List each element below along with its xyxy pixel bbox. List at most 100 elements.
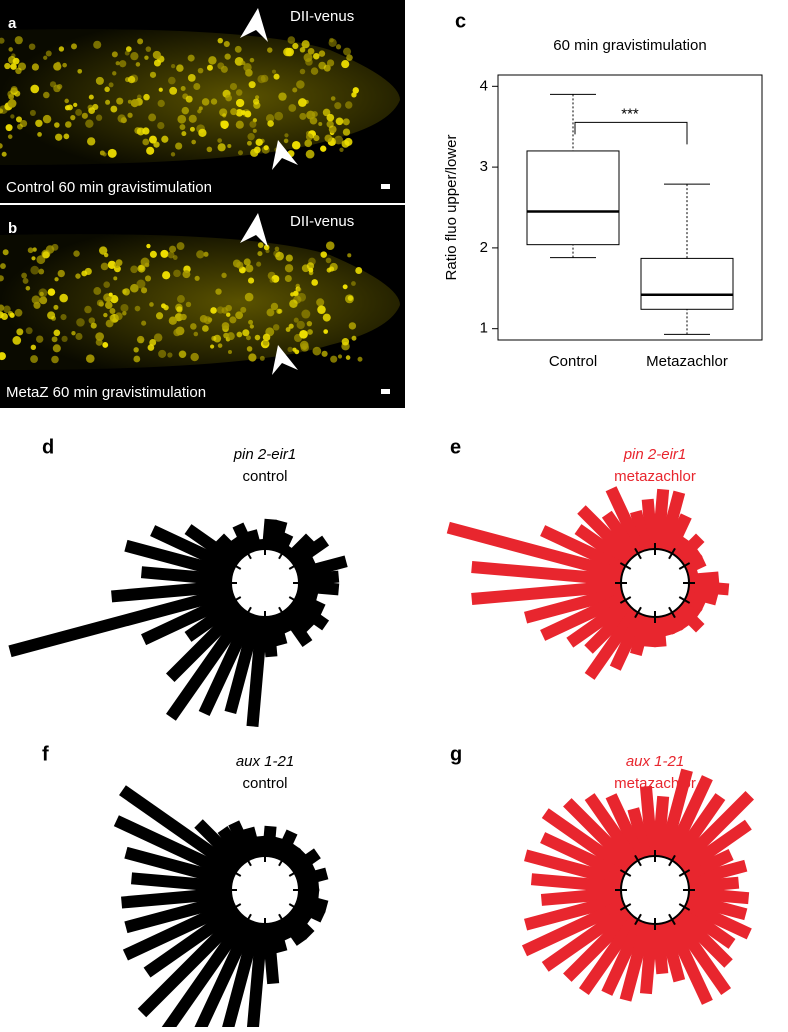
nucleus [53,304,59,310]
polar-bar [639,785,659,857]
circle-tick [244,547,252,560]
nucleus [208,56,217,65]
nucleus [140,287,148,294]
nucleus [298,98,307,107]
nucleus [193,331,199,337]
polar-bar [229,535,251,559]
nucleus [252,128,257,133]
significance-label: *** [621,105,639,122]
nucleus [107,260,117,269]
nucleus [293,317,299,323]
nucleus [309,116,318,125]
nucleus [330,355,338,363]
nucleus [85,354,95,363]
nucleus [7,134,13,139]
nucleus [217,37,224,44]
nucleus [122,311,127,316]
nucleus [125,46,132,52]
polar-bar [658,768,693,859]
nucleus [7,99,17,108]
nucleus [269,278,275,283]
nucleus [244,110,252,118]
nucleus [266,308,275,317]
nucleus [181,106,190,115]
nucleus [42,114,52,124]
nucleus [153,59,161,67]
polar-bar [605,793,647,862]
nucleus [1,151,7,157]
polar-bar [584,602,636,654]
nucleus [210,344,215,349]
panel-letter: f [42,743,49,765]
nucleus [299,68,306,75]
nucleus [51,336,58,343]
nucleus [168,316,177,325]
nucleus [177,114,187,124]
nucleus [51,355,59,364]
polar-bar [150,525,237,575]
nucleus [221,307,229,314]
nucleus [102,342,109,348]
nucleus [136,127,145,136]
nucleus [306,262,315,270]
nucleus [27,247,34,254]
nucleus [328,38,337,47]
nucleus [176,64,184,72]
polar-bar [124,539,234,580]
nucleus [38,288,48,298]
nucleus [43,55,48,60]
nucleus [221,272,227,279]
nucleus [322,313,331,322]
polar-bar [541,904,631,972]
nucleus [288,104,297,112]
nucleus [54,122,60,128]
nucleus [245,264,254,273]
chart-title: metazachlor [614,468,696,485]
panel-letter: d [42,436,54,458]
nucleus [160,249,169,258]
nucleus [127,75,136,84]
nucleus [242,329,250,337]
nucleus [326,120,334,128]
nucleus [256,261,262,267]
nucleus [190,352,199,362]
nucleus [25,285,31,291]
nucleus [257,242,264,249]
nucleus [39,296,48,305]
nucleus [220,65,228,73]
nucleus [29,109,36,116]
nucleus [316,298,325,307]
nucleus [157,99,165,108]
nucleus [246,140,252,146]
nucleus [92,103,99,111]
nucleus [147,344,155,351]
nucleus [149,339,157,346]
nucleus [142,138,150,146]
nucleus [77,68,83,74]
nucleus [287,346,293,353]
nucleus [236,261,244,269]
polar-bar [674,602,705,633]
x-tick-label: Control [549,353,597,370]
polar-bar [224,614,262,714]
nucleus [104,301,113,309]
polar-bar [217,825,251,866]
nucleus [177,295,185,303]
nucleus [341,60,350,69]
polar-bar [663,611,684,635]
nucleus [229,82,238,91]
nucleus [98,246,108,255]
nucleus [263,145,269,151]
polar-bar [609,611,647,671]
nucleus [99,150,105,156]
nucleus [15,67,22,75]
nucleus [58,46,65,52]
nucleus [237,150,243,156]
nucleus [346,54,353,61]
circle-tick [678,869,691,877]
nucleus [284,264,294,273]
polar-bar [228,820,257,862]
polar-bar [524,893,624,931]
nucleus [274,111,284,121]
nucleus [249,57,255,63]
